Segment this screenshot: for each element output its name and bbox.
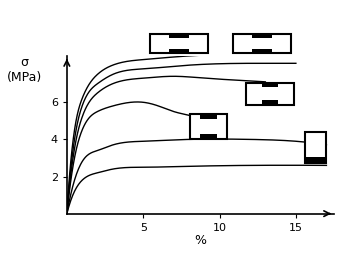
Bar: [262, 100, 278, 105]
Bar: [305, 157, 326, 163]
Bar: [169, 34, 189, 38]
Bar: [169, 49, 189, 53]
Bar: [150, 34, 208, 53]
Bar: [190, 114, 227, 139]
Bar: [200, 134, 217, 139]
Y-axis label: σ
(MPa): σ (MPa): [6, 56, 42, 84]
Bar: [233, 34, 291, 53]
Bar: [246, 83, 294, 105]
Bar: [200, 114, 217, 119]
Bar: [252, 49, 272, 53]
Bar: [305, 132, 326, 163]
Bar: [252, 34, 272, 38]
Bar: [262, 83, 278, 87]
X-axis label: %: %: [194, 234, 206, 247]
